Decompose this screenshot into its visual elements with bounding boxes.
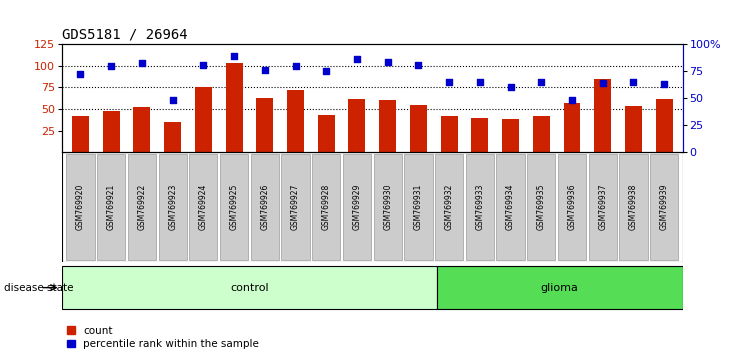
Point — [320, 68, 332, 74]
Bar — [625, 105, 642, 152]
Text: GSM769930: GSM769930 — [383, 184, 392, 230]
Bar — [226, 63, 242, 152]
Point — [412, 62, 424, 68]
Text: control: control — [230, 282, 269, 293]
Text: GSM769937: GSM769937 — [598, 184, 607, 230]
Bar — [533, 116, 550, 152]
Bar — [656, 99, 672, 152]
Text: GSM769924: GSM769924 — [199, 184, 208, 230]
Text: GSM769928: GSM769928 — [322, 184, 331, 230]
Point — [74, 72, 86, 77]
Text: GSM769921: GSM769921 — [107, 184, 115, 230]
Bar — [564, 103, 580, 152]
FancyBboxPatch shape — [281, 154, 310, 260]
Point — [597, 80, 609, 86]
Text: GSM769936: GSM769936 — [567, 184, 577, 230]
FancyBboxPatch shape — [97, 154, 126, 260]
Point — [504, 85, 516, 90]
Point — [658, 81, 670, 87]
Text: GSM769923: GSM769923 — [168, 184, 177, 230]
Bar — [287, 90, 304, 152]
Bar — [164, 122, 181, 152]
Point — [228, 53, 240, 59]
FancyBboxPatch shape — [527, 154, 556, 260]
Text: GSM769920: GSM769920 — [76, 184, 85, 230]
Text: GSM769938: GSM769938 — [629, 184, 638, 230]
Point — [105, 63, 117, 69]
Point — [136, 60, 147, 65]
Point — [535, 79, 547, 85]
Point — [382, 59, 393, 64]
Bar — [134, 107, 150, 152]
FancyBboxPatch shape — [158, 154, 187, 260]
Bar — [410, 105, 427, 152]
FancyBboxPatch shape — [437, 266, 683, 309]
Text: glioma: glioma — [541, 282, 579, 293]
FancyBboxPatch shape — [650, 154, 678, 260]
Bar — [256, 98, 273, 152]
Text: GSM769934: GSM769934 — [506, 184, 515, 230]
FancyBboxPatch shape — [250, 154, 279, 260]
Bar — [379, 101, 396, 152]
FancyBboxPatch shape — [558, 154, 586, 260]
Bar — [594, 79, 611, 152]
Point — [443, 79, 455, 85]
FancyBboxPatch shape — [189, 154, 218, 260]
Point — [166, 98, 178, 103]
Text: GSM769922: GSM769922 — [137, 184, 147, 230]
FancyBboxPatch shape — [312, 154, 340, 260]
Text: GSM769927: GSM769927 — [291, 184, 300, 230]
Text: GSM769933: GSM769933 — [475, 184, 484, 230]
FancyBboxPatch shape — [588, 154, 617, 260]
FancyBboxPatch shape — [374, 154, 402, 260]
Bar — [441, 116, 458, 152]
Bar — [72, 116, 89, 152]
Bar — [348, 99, 366, 152]
Bar — [502, 119, 519, 152]
Point — [628, 79, 639, 85]
FancyBboxPatch shape — [66, 154, 95, 260]
Bar — [103, 111, 120, 152]
FancyBboxPatch shape — [220, 154, 248, 260]
Text: disease state: disease state — [4, 282, 73, 293]
Bar — [472, 118, 488, 152]
Text: GSM769925: GSM769925 — [229, 184, 239, 230]
FancyBboxPatch shape — [466, 154, 494, 260]
Point — [351, 57, 363, 62]
Text: GSM769929: GSM769929 — [353, 184, 361, 230]
Point — [259, 67, 271, 73]
Bar — [195, 87, 212, 152]
Text: GSM769935: GSM769935 — [537, 184, 546, 230]
Point — [566, 98, 578, 103]
Text: GSM769932: GSM769932 — [445, 184, 453, 230]
Point — [474, 79, 485, 85]
FancyBboxPatch shape — [619, 154, 648, 260]
Text: GDS5181 / 26964: GDS5181 / 26964 — [62, 28, 188, 42]
Text: GSM769939: GSM769939 — [660, 184, 669, 230]
Text: GSM769926: GSM769926 — [261, 184, 269, 230]
Legend: count, percentile rank within the sample: count, percentile rank within the sample — [67, 326, 258, 349]
FancyBboxPatch shape — [343, 154, 371, 260]
Point — [198, 62, 210, 68]
Bar — [318, 115, 334, 152]
FancyBboxPatch shape — [404, 154, 432, 260]
FancyBboxPatch shape — [496, 154, 525, 260]
FancyBboxPatch shape — [128, 154, 156, 260]
FancyBboxPatch shape — [62, 266, 437, 309]
Point — [290, 63, 301, 69]
FancyBboxPatch shape — [435, 154, 464, 260]
Text: GSM769931: GSM769931 — [414, 184, 423, 230]
